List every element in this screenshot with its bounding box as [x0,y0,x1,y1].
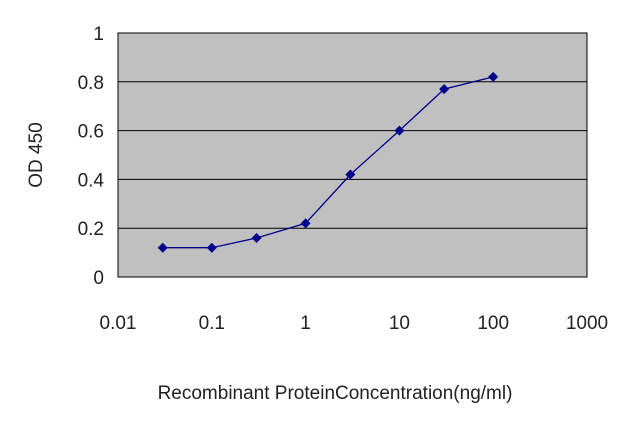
y-tick-label: 0.2 [78,219,104,240]
x-tick-label: 1000 [566,313,608,334]
x-tick-label: 1 [300,313,311,334]
y-tick-labels: 0 0.2 0.4 0.6 0.8 1 [78,24,105,289]
data-point [157,242,168,253]
data-point [439,84,450,95]
x-tick-label: 0.01 [100,313,137,334]
x-tick-label: 100 [477,313,509,334]
x-tick-label: 10 [389,313,410,334]
data-point [394,125,405,136]
grid-lines [118,81,587,229]
x-axis-title: Recombinant ProteinConcentration(ng/ml) [158,383,513,404]
y-tick-label: 0 [93,268,104,289]
x-tick-labels: 0.01 0.1 1 10 100 1000 [100,313,609,334]
series-line [162,76,494,249]
data-point [345,169,356,180]
y-tick-label: 0.8 [78,73,104,94]
y-tick-label: 1 [93,24,104,45]
data-series [157,71,499,253]
y-axis-title: OD 450 [26,122,47,187]
plot-area [117,32,588,278]
x-tick-label: 0.1 [199,313,225,334]
data-point [251,232,262,243]
y-tick-label: 0.4 [78,170,105,191]
data-point [488,71,499,82]
y-tick-label: 0.6 [78,122,104,143]
data-point [300,218,311,229]
data-point [206,242,217,253]
